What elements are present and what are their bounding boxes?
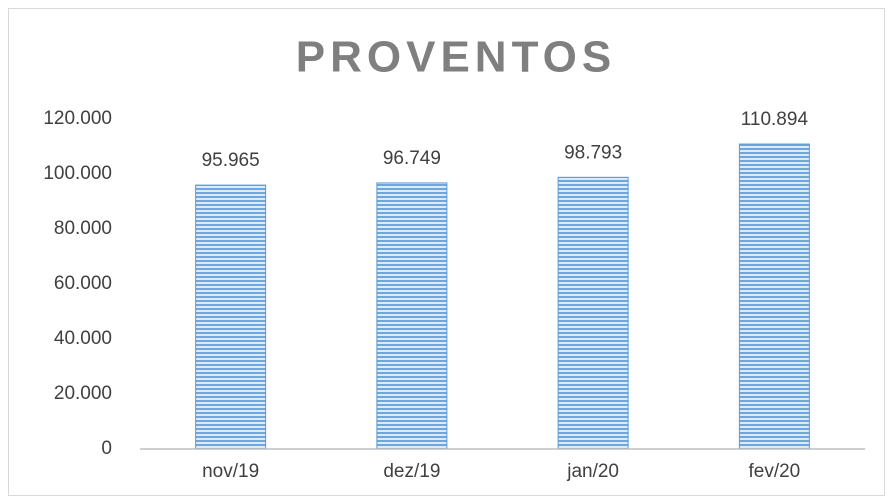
chart-title: PROVENTOS <box>296 33 616 82</box>
bar <box>738 143 810 450</box>
bar <box>557 176 629 450</box>
x-tick-label: nov/19 <box>202 461 259 482</box>
y-tick-label: 40.000 <box>54 328 112 349</box>
value-label: 96.749 <box>383 148 441 169</box>
y-tick-label: 20.000 <box>54 383 112 404</box>
x-tick-label: jan/20 <box>566 461 619 482</box>
y-tick-label: 120.000 <box>43 108 112 129</box>
value-label: 110.894 <box>741 109 809 130</box>
y-tick-label: 100.000 <box>43 163 112 184</box>
value-label: 95.965 <box>202 150 260 171</box>
value-label: 98.793 <box>564 142 622 163</box>
x-tick-label: dez/19 <box>383 461 440 482</box>
y-tick-label: 0 <box>101 438 112 459</box>
bar <box>195 184 267 450</box>
bar <box>376 182 448 450</box>
y-tick-label: 80.000 <box>54 218 112 239</box>
y-tick-label: 60.000 <box>54 273 112 294</box>
x-tick-label: fev/20 <box>748 461 800 482</box>
